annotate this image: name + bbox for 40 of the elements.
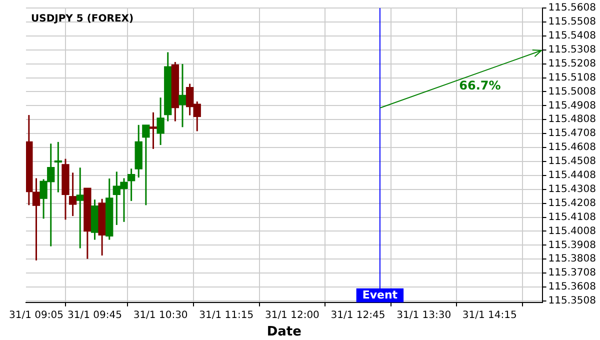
candlestick [76,166,84,250]
x-tick-label: 31/1 10:30 [133,310,188,321]
candlestick [149,112,158,150]
y-tick-label: 115.3608 [548,282,596,293]
y-tick-label: 115.3508 [548,296,596,307]
candlestick [156,96,164,146]
x-tick-label: 31/1 12:45 [330,310,386,321]
y-tick-label: 115.5408 [548,30,596,42]
y-tick-label: 115.3808 [548,254,596,265]
y-tick-label: 115.5208 [548,58,596,70]
y-tick-label: 115.4008 [548,226,596,237]
annotation: 66.7% [459,78,501,93]
y-tick-label: 115.4208 [548,198,596,209]
y-tick-label: 115.4908 [548,100,596,112]
y-tick-label: 115.4808 [548,114,596,126]
y-tick-label: 115.3908 [548,240,596,251]
y-tick-label: 115.5508 [548,16,596,28]
candlestick [178,63,186,128]
y-tick-label: 115.3708 [548,268,596,279]
x-tick-label: 31/1 14:15 [462,310,517,321]
y-tick-label: 115.4508 [548,156,596,168]
x-tick-label: 31/1 11:15 [199,310,254,321]
y-tick-label: 115.4408 [548,170,596,182]
text: USDJPY 5 (FOREX) [31,14,134,25]
y-tick-label: 115.4708 [548,128,596,140]
y-tick-label: 115.5308 [548,44,596,56]
y-tick-label: 115.5608 [548,2,596,14]
x-tick-label: 31/1 09:05 [9,310,64,321]
y-tick-label: 115.5008 [548,86,596,98]
x-tick-label: 31/1 12:00 [264,310,320,321]
x-tick-label: 31/1 09:45 [68,310,122,321]
x-axis-title: Date [266,324,302,340]
y-tick-label: 115.4308 [548,184,596,195]
y-tick-label: 115.4108 [548,212,596,223]
candlestick [54,141,62,194]
candlestick [142,124,150,206]
y-tick-label: 115.5108 [548,72,596,84]
ref-line-label: Event [362,288,398,302]
x-tick-label: 31/1 13:30 [396,310,452,321]
y-tick-label: 115.4608 [548,142,596,154]
